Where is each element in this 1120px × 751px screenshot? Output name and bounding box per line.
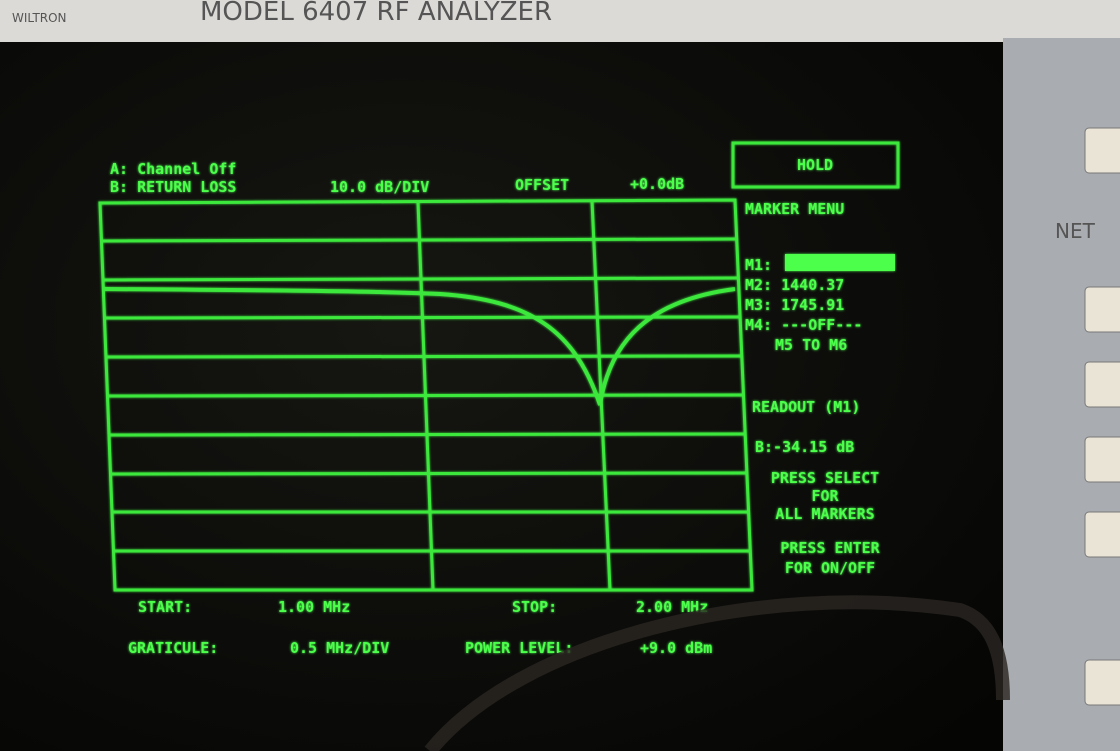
panel-label: NET <box>1055 219 1096 243</box>
buttons <box>1084 127 1120 706</box>
model: MODEL 6407 RF ANALYZER <box>200 0 552 27</box>
cable-reflection <box>424 595 1010 751</box>
start-value: 1.00 MHz <box>278 598 350 616</box>
marker: M4: ---OFF--- <box>745 316 862 334</box>
graticule-label: GRATICULE: <box>128 639 218 657</box>
brand: WILTRON <box>12 11 67 25</box>
readout-title: READOUT (M1) <box>752 398 860 416</box>
marker-delta: M5 TO M6 <box>775 336 847 354</box>
graticule <box>98 141 900 592</box>
help: PRESS SELECT <box>771 469 879 487</box>
channel-a: A: Channel Off <box>110 160 236 178</box>
button[interactable] <box>1084 127 1120 174</box>
menu-title: MARKER MENU <box>745 200 844 218</box>
top-bezel <box>0 0 1120 42</box>
marker: M2: 1440.37 <box>745 276 844 294</box>
marker-highlight <box>785 254 895 271</box>
channel-b: B: RETURN LOSS <box>110 178 236 196</box>
power-value: +9.0 dBm <box>640 639 712 657</box>
help: PRESS ENTER <box>780 539 880 557</box>
start-label: START: <box>138 598 192 616</box>
help: FOR <box>811 487 839 505</box>
scale: 10.0 dB/DIV <box>330 178 429 196</box>
button[interactable] <box>1084 286 1120 333</box>
readout-value: B:-34.15 dB <box>755 438 854 456</box>
marker: M3: 1745.91 <box>745 296 844 314</box>
hold: HOLD <box>797 156 833 174</box>
help: FOR ON/OFF <box>785 559 875 577</box>
marker: M1: <box>745 256 772 274</box>
screen-text: A: Channel Off B: RETURN LOSS 10.0 dB/DI… <box>110 156 895 657</box>
power-label: POWER LEVEL: <box>465 639 573 657</box>
button[interactable] <box>1084 436 1120 483</box>
help: ALL MARKERS <box>775 505 874 523</box>
button[interactable] <box>1084 659 1120 706</box>
graticule-value: 0.5 MHz/DIV <box>290 639 389 657</box>
offset-value: +0.0dB <box>630 175 684 193</box>
stop-label: STOP: <box>512 598 557 616</box>
stop-value: 2.00 MHz <box>636 598 708 616</box>
button[interactable] <box>1084 511 1120 558</box>
button[interactable] <box>1084 361 1120 408</box>
offset-label: OFFSET <box>515 176 569 194</box>
